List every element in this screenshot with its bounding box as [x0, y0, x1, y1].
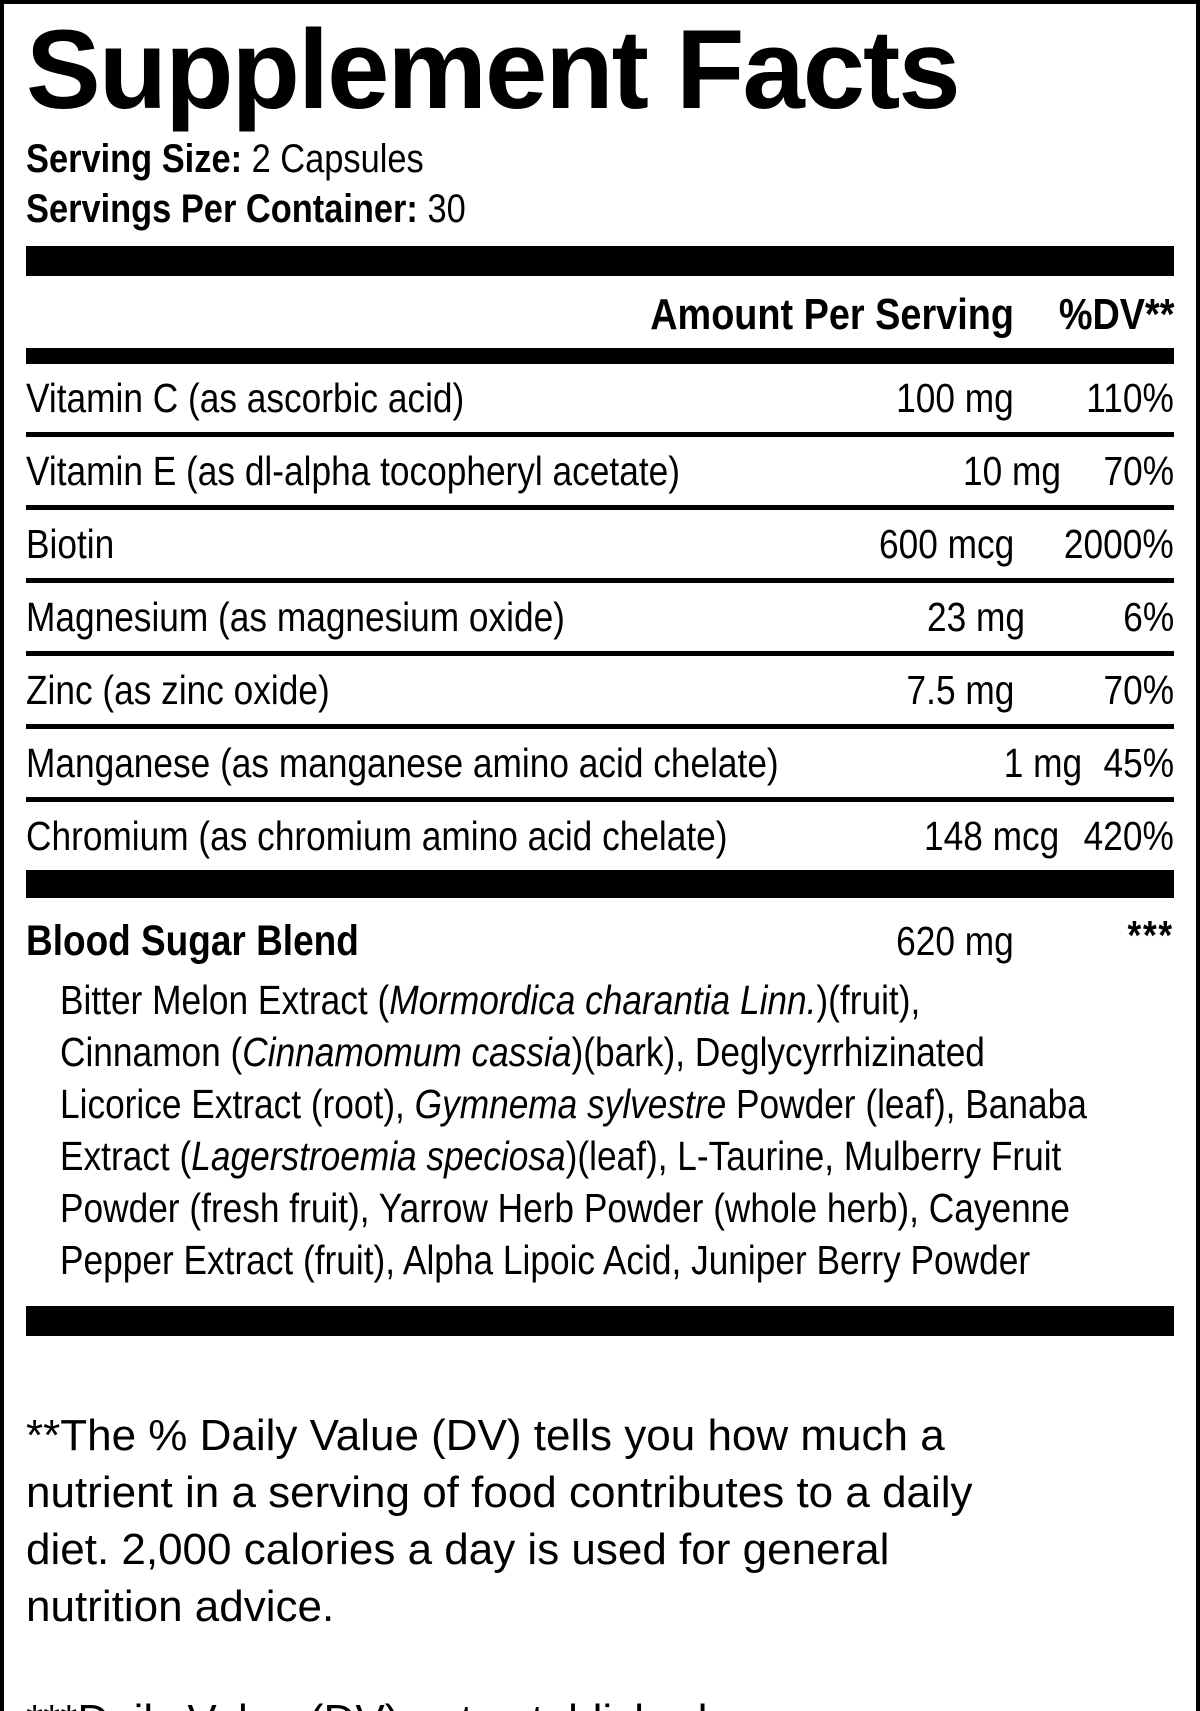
divider-bar-below-header: [26, 348, 1174, 364]
serving-size-line: Serving Size: 2 Capsules: [26, 134, 1174, 184]
blend-dv-asterisks: ***: [1127, 912, 1174, 958]
nutrient-name: Vitamin C (as ascorbic acid): [26, 374, 465, 421]
blend-row: Blood Sugar Blend 620 mg ***: [26, 898, 1174, 972]
nutrient-amount: 600 mcg: [878, 520, 1014, 567]
blend-name: Blood Sugar Blend: [26, 916, 359, 965]
nutrient-dv: 6%: [1123, 593, 1174, 640]
nutrient-name: Manganese (as manganese amino acid chela…: [26, 739, 779, 786]
blend-ingredients: Bitter Melon Extract (Mormordica charant…: [60, 977, 1087, 1283]
nutrient-dv: 70%: [1103, 666, 1174, 713]
nutrient-dv: 70%: [1103, 447, 1174, 494]
divider-bar-thick-top: [26, 246, 1174, 276]
servings-per-container-line: Servings Per Container: 30: [26, 184, 1174, 234]
nutrient-name: Chromium (as chromium amino acid chelate…: [26, 812, 728, 859]
table-row: Magnesium (as magnesium oxide) 23 mg 6%: [26, 578, 1174, 651]
table-row: Biotin 600 mcg 2000%: [26, 505, 1174, 578]
footnotes: **The % Daily Value (DV) tells you how m…: [26, 1350, 1174, 1711]
servings-per-container-label: Servings Per Container:: [26, 187, 418, 231]
blend-amount: 620 mg: [896, 917, 1014, 964]
nutrient-name: Magnesium (as magnesium oxide): [26, 593, 565, 640]
table-row: Vitamin C (as ascorbic acid) 100 mg 110%: [26, 364, 1174, 432]
divider-bar-above-footnotes: [26, 1306, 1174, 1336]
nutrient-amount: 100 mg: [896, 374, 1014, 421]
nutrient-amount: 148 mcg: [923, 812, 1060, 859]
dv-header: %DV**: [1058, 290, 1174, 339]
table-row: Zinc (as zinc oxide) 7.5 mg 70%: [26, 651, 1174, 724]
serving-size-label: Serving Size:: [26, 137, 243, 181]
nutrient-amount: 23 mg: [926, 593, 1025, 640]
amount-per-serving-header: Amount Per Serving: [650, 290, 1014, 339]
serving-size-value: 2 Capsules: [242, 137, 424, 181]
nutrient-dv: 45%: [1103, 739, 1174, 786]
daily-value-footnote: **The % Daily Value (DV) tells you how m…: [26, 1411, 973, 1631]
panel-title: Supplement Facts: [26, 7, 961, 132]
nutrient-amount: 1 mg: [1003, 739, 1082, 786]
nutrient-name: Biotin: [26, 520, 115, 567]
servings-per-container-value: 30: [417, 187, 466, 231]
divider-bar-above-blend: [26, 870, 1174, 898]
nutrient-dv: 2000%: [1064, 520, 1174, 567]
nutrient-amount: 10 mg: [963, 447, 1062, 494]
nutrient-name: Zinc (as zinc oxide): [26, 666, 330, 713]
table-row: Chromium (as chromium amino acid chelate…: [26, 797, 1174, 870]
nutrient-amount: 7.5 mg: [906, 666, 1014, 713]
nutrient-name: Vitamin E (as dl-alpha tocopheryl acetat…: [26, 447, 680, 494]
table-header-row: Amount Per Serving %DV**: [26, 276, 1174, 348]
table-row: Manganese (as manganese amino acid chela…: [26, 724, 1174, 797]
nutrient-dv: 420%: [1083, 812, 1174, 859]
table-row: Vitamin E (as dl-alpha tocopheryl acetat…: [26, 432, 1174, 505]
nutrient-dv: 110%: [1086, 374, 1174, 421]
serving-info: Serving Size: 2 Capsules Servings Per Co…: [26, 134, 1174, 234]
not-established-footnote: ***Daily Value (DV) not established.: [26, 1692, 1174, 1711]
blend-ingredients-wrap: Bitter Melon Extract (Mormordica charant…: [60, 974, 1174, 1286]
